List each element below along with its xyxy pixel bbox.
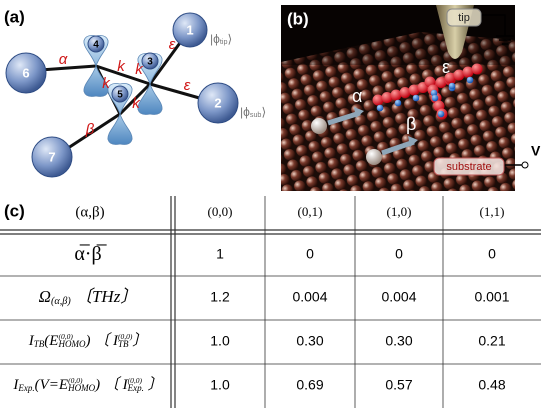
row-label: α̅·β̅ <box>74 243 107 265</box>
text-part: sub <box>250 110 262 119</box>
bond-label: k <box>117 58 126 75</box>
table-cell: 0.001 <box>474 289 509 305</box>
molecule-atom <box>472 64 483 75</box>
text-part: Exp. <box>127 383 144 393</box>
table-cell: 0.30 <box>296 333 323 349</box>
table-cell: 1 <box>216 246 224 262</box>
voltage-label: V <box>531 143 541 159</box>
panel-label: (c) <box>4 201 25 220</box>
ket-label: |ϕsub⟩ <box>240 105 266 119</box>
text-part: Exp. <box>17 383 34 393</box>
molecule-atom <box>449 83 456 90</box>
panel-label: (a) <box>4 7 25 26</box>
table-cell: 0.57 <box>385 377 412 393</box>
text-part: tip <box>220 37 228 46</box>
molecule-atom <box>413 95 420 102</box>
text-part: ⟩ <box>261 105 266 119</box>
table-cell: 1.0 <box>210 377 230 393</box>
ket-label: |ϕtip⟩ <box>210 32 232 46</box>
panel-label: (b) <box>287 9 309 28</box>
row-label: Ω(α,β) 〔THz〕 <box>39 287 138 307</box>
text-part: |ϕ <box>240 105 250 119</box>
table-header: (1,0) <box>387 204 412 219</box>
alpha-label: α <box>352 86 362 106</box>
table-cell: 1.2 <box>210 289 230 305</box>
table-cell: 0.21 <box>478 333 505 349</box>
epsilon-label: ε <box>442 57 450 77</box>
text-part: ⟩ <box>227 32 232 46</box>
molecule-atom <box>432 95 439 102</box>
text-part: TB <box>34 339 45 349</box>
text-part: ) 〔 I <box>94 376 128 393</box>
molecule-atom <box>395 100 402 107</box>
table-header: (0,1) <box>298 204 323 219</box>
orbital-lobe-down <box>138 84 162 114</box>
bond-label: ε <box>169 36 176 53</box>
row-label: IExp.(V=E(0,0)HOMO) 〔 I(0,0)Exp. 〕 <box>12 376 162 394</box>
molecule-atom <box>467 77 474 84</box>
site-number: 5 <box>117 90 123 101</box>
text-part: (E <box>44 333 58 349</box>
beta-label: β <box>406 114 416 134</box>
table-cell: 1.0 <box>210 333 230 349</box>
table-cell: 0.48 <box>478 377 505 393</box>
table-cell: 0.004 <box>292 289 327 305</box>
text-part: α̅·β̅ <box>74 243 107 265</box>
text-part: TB <box>118 339 129 349</box>
molecule-atom <box>438 111 445 118</box>
text-part: ) 〔 I <box>84 332 118 349</box>
table-cell: 0.30 <box>385 333 412 349</box>
text-part: 〕 <box>128 332 147 349</box>
bond-label: α <box>59 51 68 68</box>
table-cell: 0.69 <box>296 377 323 393</box>
text-part: HOMO <box>67 383 95 393</box>
molecule-atom <box>377 105 384 112</box>
site-number: 6 <box>22 65 29 80</box>
table-cell: 0 <box>306 246 314 262</box>
text-part: 〔THz〕 <box>71 287 138 306</box>
text-part: |ϕ <box>210 32 220 46</box>
substrate-label: substrate <box>446 161 491 173</box>
table-header: (α,β) <box>75 204 104 220</box>
text-part: HOMO <box>57 339 85 349</box>
row-label: ITB(E(0,0)HOMO) 〔 I(0,0)TB 〕 <box>28 332 147 350</box>
site-number: 1 <box>186 22 193 37</box>
site-number: 3 <box>147 57 153 68</box>
tip-label: tip <box>458 12 470 24</box>
text-part: (α,β) <box>51 296 71 307</box>
table-cell: 0 <box>395 246 403 262</box>
text-part: Ω <box>39 287 51 306</box>
site-number: 4 <box>93 40 99 51</box>
site-number: 2 <box>214 95 221 110</box>
site-number: 7 <box>48 149 55 164</box>
table-header: (1,1) <box>480 204 505 219</box>
table-cell: 0 <box>488 246 496 262</box>
text-part: (V=E <box>35 377 68 393</box>
terminal <box>522 162 528 168</box>
table-cell: 0.004 <box>381 289 416 305</box>
bond-label: ε <box>184 77 191 94</box>
figure: 1234567αkkkkεεβ|ϕtip⟩|ϕsub⟩ (a) (b) tip … <box>0 0 541 408</box>
text-part: 〕 <box>144 376 163 393</box>
bond-label: β <box>85 121 95 138</box>
table-header: (0,0) <box>208 204 233 219</box>
